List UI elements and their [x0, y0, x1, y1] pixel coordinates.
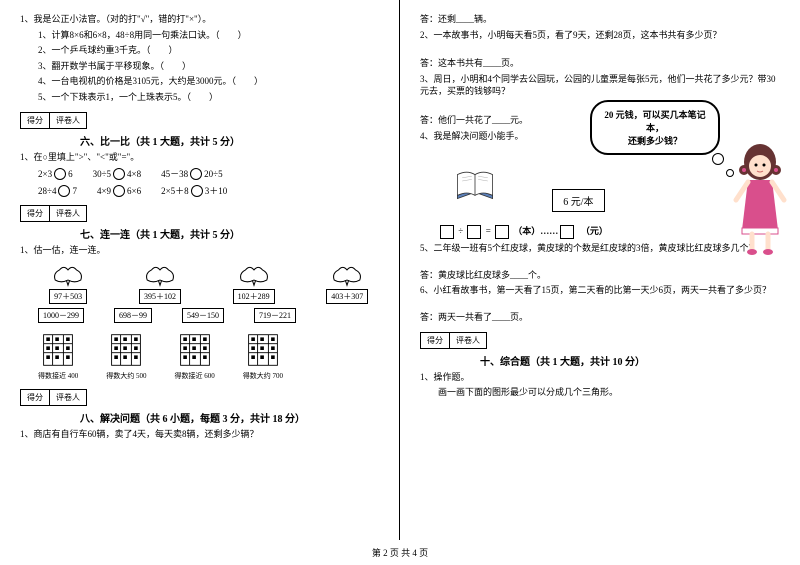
- blank-box[interactable]: [495, 225, 509, 239]
- circle-blank[interactable]: [191, 185, 203, 197]
- answer-line: 答：两天一共看了____页。: [420, 311, 780, 324]
- circle-blank[interactable]: [54, 168, 66, 180]
- num-label: 1000－299: [38, 308, 84, 323]
- num-label: 698－99: [114, 308, 152, 323]
- circle-blank[interactable]: [58, 185, 70, 197]
- grader-label: 评卷人: [450, 332, 487, 349]
- judge-stem: 1、我是公正小法官。（对的打"√"，错的打"×"）。: [20, 13, 379, 26]
- score-box: 得分 评卷人: [20, 389, 379, 406]
- compare-row: 2×36 30÷54×8 45－3820÷5: [38, 167, 379, 180]
- building-icon: [108, 331, 144, 369]
- word-problem-2: 2、一本故事书，小明每天看5页，看了9天，还剩28页，这本书共有多少页？: [420, 29, 780, 42]
- judge-item: 2、一个乒乓球约重3千克。（ ）: [38, 44, 379, 57]
- answer-line: 答：黄皮球比红皮球多____个。: [420, 269, 780, 282]
- score-box: 得分 评卷人: [20, 205, 379, 222]
- judge-item: 1、计算8×6和6×8，48÷8用同一句乘法口诀。（ ）: [38, 29, 379, 42]
- circle-blank[interactable]: [113, 168, 125, 180]
- score-label: 得分: [420, 332, 450, 349]
- building-icon: [245, 331, 281, 369]
- equation-line: ÷ = （本）…… （元）: [420, 225, 780, 239]
- word-problem-5: 5、二年级一班有5个红皮球，黄皮球的个数是红皮球的3倍，黄皮球比红皮球多几个？: [420, 242, 780, 255]
- circle-blank[interactable]: [190, 168, 202, 180]
- bubble-text: 还剩多少钱？: [602, 134, 708, 147]
- score-label: 得分: [20, 389, 50, 406]
- buildings-row: 得数接近 400 得数大约 500 得数接近 600 得数大约 700: [38, 331, 379, 381]
- score-box: 得分 评卷人: [20, 112, 379, 129]
- building-icon: [40, 331, 76, 369]
- building-icon: [177, 331, 213, 369]
- building-label: 得数接近 600: [175, 371, 215, 381]
- score-label: 得分: [20, 205, 50, 222]
- girl-character-icon: [730, 140, 790, 260]
- dove-icon: [143, 263, 177, 287]
- grader-label: 评卷人: [50, 389, 87, 406]
- blank-box[interactable]: [467, 225, 481, 239]
- score-box: 得分 评卷人: [420, 332, 780, 349]
- page-footer: 第 2 页 共 4 页: [0, 546, 800, 559]
- grader-label: 评卷人: [50, 112, 87, 129]
- hands-row: 97＋503 395＋102 102＋289 403＋307: [38, 263, 379, 304]
- building-label: 得数接近 400: [38, 371, 78, 381]
- price-label: 6 元/本: [552, 189, 604, 212]
- op-sub: 画一画下面的图形最少可以分成几个三角形。: [420, 386, 780, 399]
- compare-stem: 1、在○里填上">"、"<"或"="。: [20, 151, 379, 164]
- section-7-title: 七、连一连（共 1 大题，共计 5 分）: [80, 226, 379, 241]
- hand-label: 403＋307: [326, 289, 368, 304]
- section-10-title: 十、综合题（共 1 大题，共计 10 分）: [480, 353, 780, 368]
- notebook-icon: [450, 165, 500, 205]
- building-label: 得数大约 500: [106, 371, 146, 381]
- match-stem: 1、估一估，连一连。: [20, 244, 379, 257]
- word-problem-1: 1、商店有自行车60辆，卖了4天，每天卖8辆，还剩多少辆？: [20, 428, 379, 441]
- hand-label: 395＋102: [139, 289, 181, 304]
- grader-label: 评卷人: [50, 205, 87, 222]
- num-label: 719－221: [254, 308, 296, 323]
- judge-item: 5、一个下珠表示1，一个上珠表示5。（ ）: [38, 91, 379, 104]
- num-label: 549－150: [182, 308, 224, 323]
- num-row: 1000－299 698－99 549－150 719－221: [38, 308, 379, 323]
- answer-line: 答：这本书共有____页。: [420, 57, 780, 70]
- answer-line: 答：还剩____辆。: [420, 13, 780, 26]
- dove-icon: [237, 263, 271, 287]
- judge-item: 4、一台电视机的价格是3105元，大约是3000元。（ ）: [38, 75, 379, 88]
- dove-icon: [330, 263, 364, 287]
- section-6-title: 六、比一比（共 1 大题，共计 5 分）: [80, 133, 379, 148]
- word-problem-6: 6、小红看故事书，第一天看了15页，第二天看的比第一天少6页，两天一共看了多少页…: [420, 284, 780, 297]
- bubble-text: 20 元钱，可以买几本笔记本，: [602, 108, 708, 134]
- hand-label: 97＋503: [49, 289, 87, 304]
- blank-box[interactable]: [560, 225, 574, 239]
- compare-row: 28÷47 4×96×6 2×5＋83＋10: [38, 184, 379, 197]
- building-label: 得数大约 700: [243, 371, 283, 381]
- op-stem: 1、操作题。: [420, 371, 780, 384]
- dove-icon: [51, 263, 85, 287]
- hand-label: 102＋289: [233, 289, 275, 304]
- speech-bubble: 20 元钱，可以买几本笔记本， 还剩多少钱？: [590, 100, 720, 155]
- score-label: 得分: [20, 112, 50, 129]
- word-problem-3: 3、周日，小明和4个同学去公园玩，公园的儿童票是每张5元，他们一共花了多少元？带…: [420, 73, 780, 98]
- judge-item: 3、翻开数学书属于平移现象。（ ）: [38, 60, 379, 73]
- section-8-title: 八、解决问题（共 6 小题，每题 3 分，共计 18 分）: [80, 410, 379, 425]
- blank-box[interactable]: [440, 225, 454, 239]
- circle-blank[interactable]: [113, 185, 125, 197]
